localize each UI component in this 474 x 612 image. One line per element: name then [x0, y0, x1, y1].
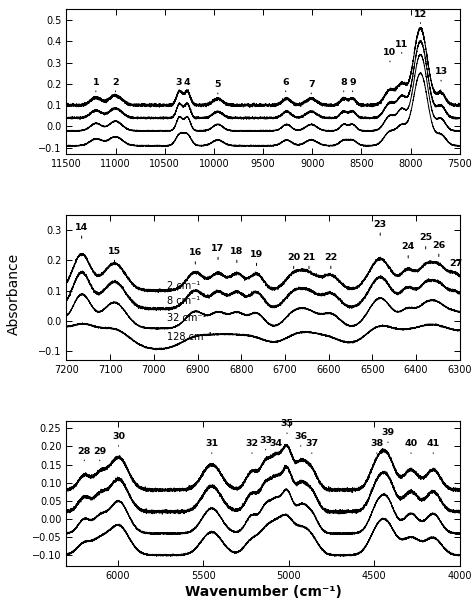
Text: 19: 19 [250, 250, 263, 259]
Text: 4: 4 [184, 78, 191, 87]
Text: 38: 38 [370, 439, 383, 448]
Text: 16: 16 [189, 248, 202, 258]
Text: 35: 35 [281, 419, 293, 428]
Text: 8 cm⁻¹: 8 cm⁻¹ [167, 296, 200, 306]
Text: 5: 5 [215, 80, 221, 89]
Text: 7: 7 [308, 80, 315, 89]
Text: 18: 18 [230, 247, 244, 256]
Text: 31: 31 [205, 439, 219, 448]
Text: 32: 32 [246, 439, 258, 448]
Text: 24: 24 [401, 242, 415, 252]
Text: 13: 13 [435, 67, 447, 76]
Text: 26: 26 [432, 241, 446, 250]
Text: 36: 36 [294, 432, 307, 441]
Text: 25: 25 [419, 233, 432, 242]
Text: 20: 20 [287, 253, 300, 262]
Text: 11: 11 [395, 40, 409, 48]
Text: 27: 27 [449, 259, 462, 268]
Text: 37: 37 [305, 439, 319, 448]
Text: 28: 28 [78, 447, 91, 455]
Text: 39: 39 [382, 428, 394, 438]
Text: 14: 14 [75, 223, 88, 232]
Text: 9: 9 [349, 78, 356, 87]
Text: 40: 40 [404, 439, 418, 448]
Text: 2: 2 [112, 78, 119, 87]
Text: 15: 15 [108, 247, 121, 256]
Text: 33: 33 [259, 436, 272, 445]
Text: 2 cm⁻¹: 2 cm⁻¹ [167, 281, 200, 291]
Text: 32 cm⁻¹: 32 cm⁻¹ [167, 313, 206, 323]
Text: 1: 1 [92, 78, 99, 87]
Text: 30: 30 [112, 432, 125, 441]
Text: 41: 41 [427, 439, 440, 448]
Text: 21: 21 [302, 253, 316, 262]
Text: 29: 29 [93, 447, 106, 455]
Text: 23: 23 [374, 220, 387, 229]
Text: 128 cm⁻¹: 128 cm⁻¹ [167, 332, 212, 343]
X-axis label: Wavenumber (cm⁻¹): Wavenumber (cm⁻¹) [185, 585, 341, 599]
Text: 6: 6 [283, 78, 289, 87]
Text: 34: 34 [269, 439, 283, 448]
Text: 8: 8 [340, 78, 347, 87]
Text: 3: 3 [175, 78, 182, 87]
Text: 10: 10 [383, 48, 397, 57]
Text: 17: 17 [211, 244, 225, 253]
Text: 12: 12 [414, 10, 427, 19]
Text: Absorbance: Absorbance [7, 253, 21, 335]
Text: 22: 22 [324, 253, 337, 262]
